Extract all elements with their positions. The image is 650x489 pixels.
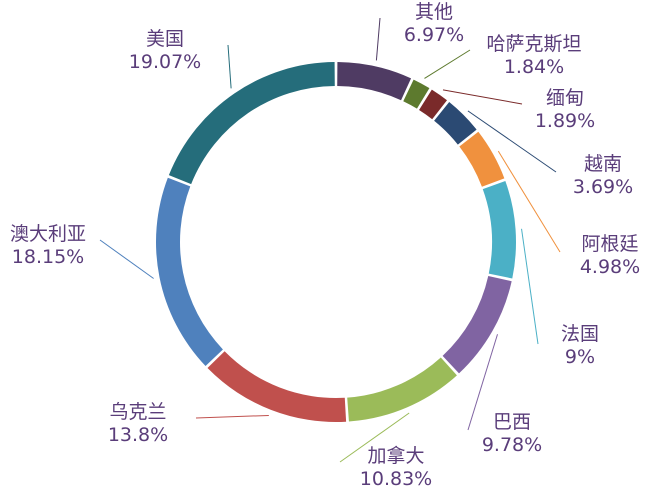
slice-value-label-6: 9.78% (482, 434, 542, 456)
leader-line-3 (467, 110, 557, 173)
slice-name-label-2: 缅甸 (546, 87, 584, 109)
slices-group (155, 62, 516, 422)
slice-value-label-3: 3.69% (573, 176, 633, 198)
slice-value-label-7: 10.83% (360, 468, 432, 489)
slice-name-label-0: 其他 (415, 1, 453, 23)
slice-value-label-5: 9% (565, 346, 595, 368)
slice-value-label-0: 6.97% (404, 24, 464, 46)
slice-value-label-9: 18.15% (12, 246, 84, 268)
slice-value-label-10: 19.07% (129, 51, 201, 73)
slice-7 (347, 357, 457, 422)
slice-value-label-1: 1.84% (504, 56, 564, 78)
slice-name-label-5: 法国 (561, 323, 599, 345)
slice-10 (168, 62, 335, 185)
leader-line-7 (339, 412, 410, 463)
slice-2 (419, 89, 447, 120)
slice-3 (434, 102, 477, 145)
leader-line-6 (467, 334, 498, 431)
slice-name-label-4: 阿根廷 (581, 233, 638, 255)
leader-lines-group (99, 17, 561, 463)
slice-5 (482, 180, 516, 279)
slice-6 (442, 275, 512, 374)
leader-line-5 (521, 228, 539, 345)
slice-name-label-1: 哈萨克斯坦 (486, 33, 581, 55)
slice-name-label-8: 乌克兰 (109, 401, 166, 423)
leader-line-1 (424, 49, 471, 79)
slice-1 (403, 79, 430, 109)
slice-4 (459, 131, 505, 187)
slice-name-label-7: 加拿大 (367, 444, 424, 467)
slice-8 (207, 351, 347, 422)
slice-name-label-6: 巴西 (493, 411, 531, 433)
slice-name-label-9: 澳大利亚 (10, 223, 86, 245)
slice-value-label-8: 13.8% (108, 424, 168, 446)
slice-name-label-10: 美国 (146, 28, 184, 50)
leader-line-0 (375, 17, 381, 61)
leader-line-10 (227, 44, 232, 89)
slice-value-label-2: 1.89% (535, 110, 595, 132)
leader-line-8 (195, 414, 269, 419)
leader-line-2 (442, 89, 523, 105)
slice-value-label-4: 4.98% (580, 256, 640, 278)
slice-name-label-3: 越南 (584, 153, 622, 175)
slice-9 (155, 177, 223, 366)
slice-0 (337, 62, 412, 101)
leader-line-9 (99, 239, 154, 279)
leader-line-4 (497, 150, 561, 253)
